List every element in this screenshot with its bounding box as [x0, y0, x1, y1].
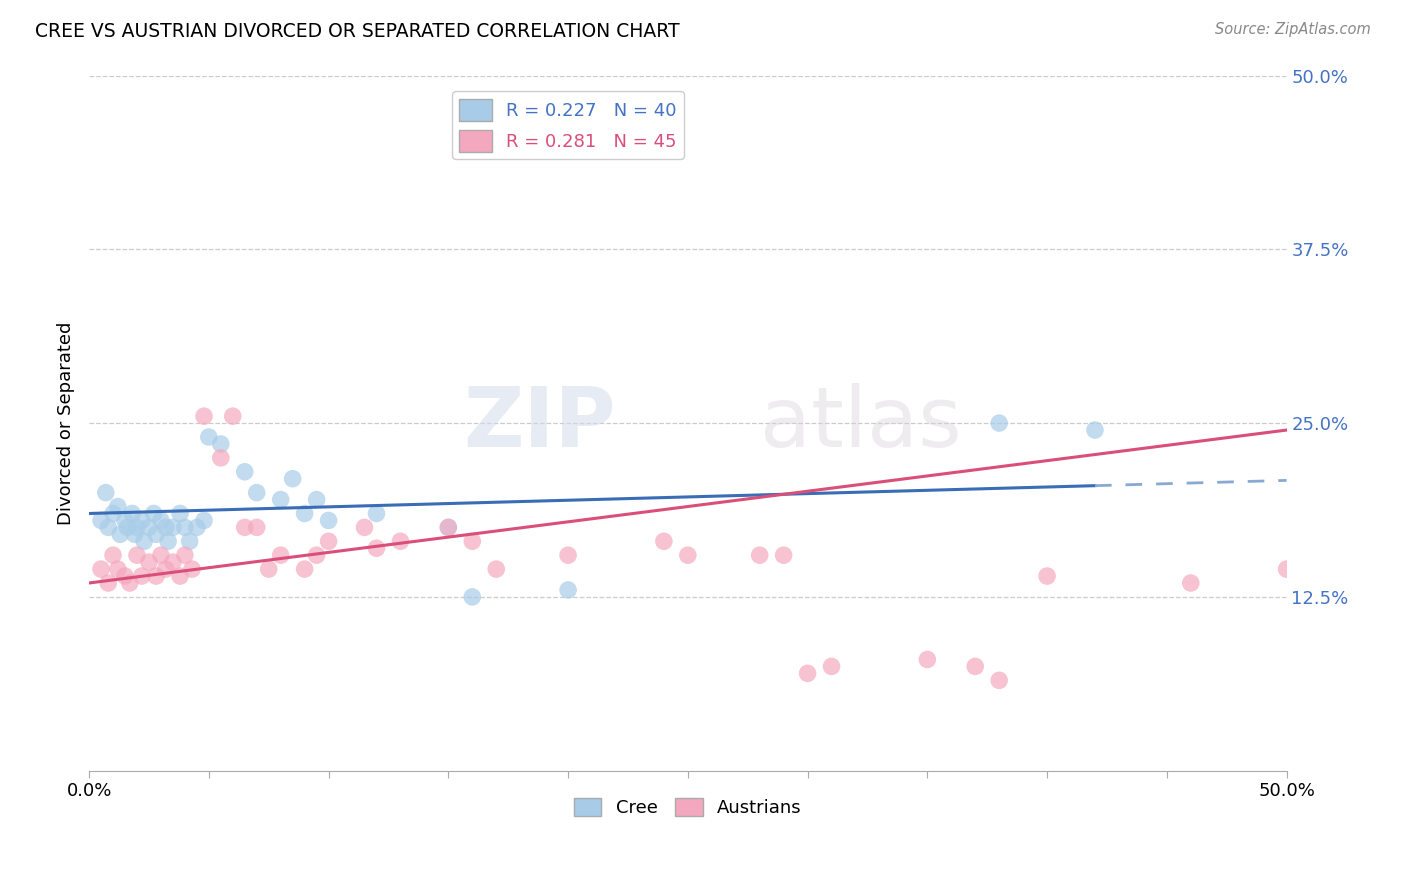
- Point: [97, 576, 120, 591]
- Point: [142, 507, 165, 521]
- Point: [485, 562, 508, 576]
- Text: ZIP: ZIP: [464, 383, 616, 464]
- Point: [125, 548, 148, 562]
- Point: [179, 534, 201, 549]
- Point: [988, 416, 1011, 430]
- Point: [138, 520, 160, 534]
- Point: [131, 513, 153, 527]
- Point: [114, 569, 136, 583]
- Point: [233, 520, 256, 534]
- Point: [1084, 423, 1107, 437]
- Point: [108, 527, 131, 541]
- Point: [652, 534, 675, 549]
- Point: [169, 507, 191, 521]
- Text: atlas: atlas: [759, 383, 962, 464]
- Point: [90, 513, 112, 527]
- Point: [155, 520, 177, 534]
- Point: [118, 576, 141, 591]
- Point: [138, 555, 160, 569]
- Point: [131, 569, 153, 583]
- Point: [281, 472, 304, 486]
- Point: [90, 562, 112, 576]
- Point: [1275, 562, 1298, 576]
- Point: [917, 652, 939, 666]
- Point: [748, 548, 770, 562]
- Point: [149, 548, 172, 562]
- Point: [557, 582, 579, 597]
- Point: [101, 507, 124, 521]
- Point: [186, 520, 208, 534]
- Point: [461, 534, 484, 549]
- Point: [353, 520, 375, 534]
- Point: [305, 492, 328, 507]
- Point: [134, 534, 156, 549]
- Point: [988, 673, 1011, 688]
- Point: [162, 555, 184, 569]
- Point: [437, 520, 460, 534]
- Point: [121, 507, 143, 521]
- Point: [557, 548, 579, 562]
- Point: [97, 520, 120, 534]
- Point: [94, 485, 117, 500]
- Point: [124, 527, 146, 541]
- Point: [461, 590, 484, 604]
- Point: [1180, 576, 1202, 591]
- Point: [366, 507, 388, 521]
- Point: [437, 520, 460, 534]
- Point: [117, 520, 139, 534]
- Point: [145, 527, 167, 541]
- Point: [246, 485, 269, 500]
- Text: CREE VS AUSTRIAN DIVORCED OR SEPARATED CORRELATION CHART: CREE VS AUSTRIAN DIVORCED OR SEPARATED C…: [35, 22, 679, 41]
- Point: [270, 548, 292, 562]
- Point: [149, 513, 172, 527]
- Point: [162, 520, 184, 534]
- Point: [796, 666, 818, 681]
- Legend: Cree, Austrians: Cree, Austrians: [567, 790, 808, 824]
- Point: [193, 513, 215, 527]
- Point: [1036, 569, 1059, 583]
- Point: [107, 500, 129, 514]
- Point: [107, 562, 129, 576]
- Point: [294, 507, 316, 521]
- Point: [965, 659, 987, 673]
- Y-axis label: Divorced or Separated: Divorced or Separated: [58, 321, 75, 524]
- Point: [209, 450, 232, 465]
- Point: [366, 541, 388, 556]
- Point: [209, 437, 232, 451]
- Point: [181, 562, 204, 576]
- Point: [233, 465, 256, 479]
- Point: [318, 513, 340, 527]
- Point: [101, 548, 124, 562]
- Point: [155, 562, 177, 576]
- Point: [114, 513, 136, 527]
- Point: [173, 548, 195, 562]
- Point: [257, 562, 280, 576]
- Point: [246, 520, 269, 534]
- Point: [193, 409, 215, 424]
- Point: [676, 548, 699, 562]
- Point: [772, 548, 794, 562]
- Point: [145, 569, 167, 583]
- Point: [305, 548, 328, 562]
- Point: [169, 569, 191, 583]
- Point: [820, 659, 842, 673]
- Point: [270, 492, 292, 507]
- Point: [173, 520, 195, 534]
- Point: [198, 430, 221, 444]
- Point: [222, 409, 245, 424]
- Point: [294, 562, 316, 576]
- Point: [318, 534, 340, 549]
- Point: [389, 534, 412, 549]
- Point: [157, 534, 180, 549]
- Point: [125, 520, 148, 534]
- Text: Source: ZipAtlas.com: Source: ZipAtlas.com: [1215, 22, 1371, 37]
